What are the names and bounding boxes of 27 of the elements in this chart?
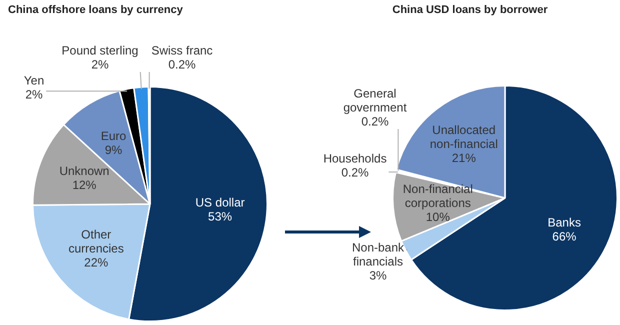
data-label: 9% [104,143,122,158]
slice-label: Unknown [59,164,110,178]
slice-label: Unallocated non-financial [430,122,498,151]
chart-title: China USD loans by borrower [391,4,549,16]
data-label: 12% [72,178,97,192]
data-label: 53% [208,210,232,224]
slice-label: General government [343,86,408,114]
data-label: 10% [426,210,450,224]
slice-label: Yen [24,73,44,88]
slice-label: Pound sterling [62,43,138,58]
data-label: 0.2% [361,114,389,128]
data-label: 0.2% [168,57,196,72]
data-label: 3% [369,268,387,282]
chart-title: China offshore loans by currency [8,4,183,16]
slice-label: Other currencies [68,228,124,256]
slice-label: US dollar [195,196,245,210]
data-label: 0.2% [341,165,369,180]
data-label: 2% [91,57,109,72]
data-label: 66% [552,229,577,244]
data-label: 2% [25,87,43,102]
slice-label: Households [323,151,387,166]
slice-label: Euro [100,129,126,144]
data-label: 22% [84,256,108,270]
slice-label: Banks [548,215,581,230]
slice-label: Non-bank financials [352,240,406,268]
slice-label: Swiss franc [151,43,213,58]
data-label: 21% [452,150,476,165]
